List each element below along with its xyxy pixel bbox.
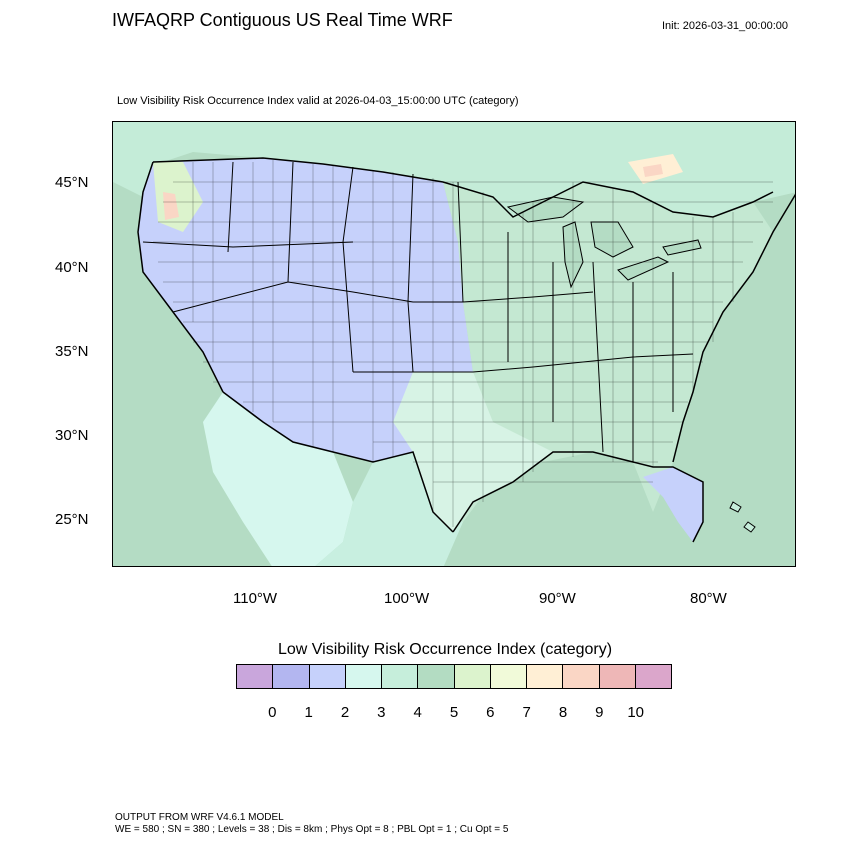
legend-title: Low Visibility Risk Occurrence Index (ca…: [278, 641, 613, 658]
ontario-peak: [643, 164, 663, 177]
legend-swatch: [454, 665, 491, 688]
legend-tick-label: 4: [413, 704, 422, 721]
legend-swatch: [635, 665, 671, 688]
us-canada-border: [152, 157, 774, 218]
pacific-northwest-peak: [163, 192, 179, 220]
legend-swatch: [490, 665, 527, 688]
legend-tick-label: 7: [522, 704, 531, 721]
lat-label-25: 25°N: [55, 511, 89, 528]
legend-tick-label: 0: [268, 704, 277, 721]
legend-swatch: [563, 665, 600, 688]
map-panel: [112, 121, 796, 567]
legend-tick-label: 2: [340, 704, 350, 721]
plot-subtitle: Low Visibility Risk Occurrence Index val…: [117, 95, 519, 107]
footer-config: WE = 580 ; SN = 380 ; Levels = 38 ; Dis …: [115, 824, 509, 835]
bahamas-islands: [729, 501, 756, 533]
legend-swatch: [599, 665, 636, 688]
legend-swatch: [527, 665, 564, 688]
legend-colorbar: [236, 664, 672, 689]
legend-swatch: [418, 665, 455, 688]
legend-swatch: [273, 665, 310, 688]
lon-label-80: 80°W: [690, 590, 727, 607]
lat-label-45: 45°N: [55, 174, 89, 191]
legend-tick-label: 10: [627, 704, 644, 721]
canada-land: [113, 122, 795, 217]
legend-swatch: [382, 665, 419, 688]
map-canvas: [113, 122, 795, 566]
us-mexico-border: [222, 391, 454, 533]
florida-land: [643, 467, 703, 542]
legend-tick-label: 5: [449, 704, 459, 721]
county-mesh: [153, 160, 773, 527]
legend-swatch: [309, 665, 346, 688]
init-time: Init: 2026-03-31_00:00:00: [662, 20, 788, 32]
western-us-land: [138, 158, 473, 462]
legend-tick-label: 1: [304, 704, 313, 721]
lat-label-35: 35°N: [55, 343, 89, 360]
legend-tick-label: 9: [595, 704, 604, 721]
legend-tick-label: 3: [377, 704, 386, 721]
footer-model: OUTPUT FROM WRF V4.6.1 MODEL: [115, 812, 284, 823]
lake-ontario: [662, 239, 702, 256]
lon-label-100: 100°W: [384, 590, 430, 607]
lat-label-40: 40°N: [55, 259, 89, 276]
lon-label-90: 90°W: [539, 590, 576, 607]
legend-tick-label: 6: [486, 704, 495, 721]
lat-label-30: 30°N: [55, 427, 89, 444]
plot-title: IWFAQRP Contiguous US Real Time WRF: [112, 10, 453, 30]
southwest-land: [203, 392, 353, 566]
mexico-land: [315, 452, 463, 566]
legend-tick-label: 8: [558, 704, 568, 721]
lon-label-110: 110°W: [233, 590, 278, 607]
legend-swatch: [237, 665, 274, 688]
legend-swatch: [345, 665, 382, 688]
